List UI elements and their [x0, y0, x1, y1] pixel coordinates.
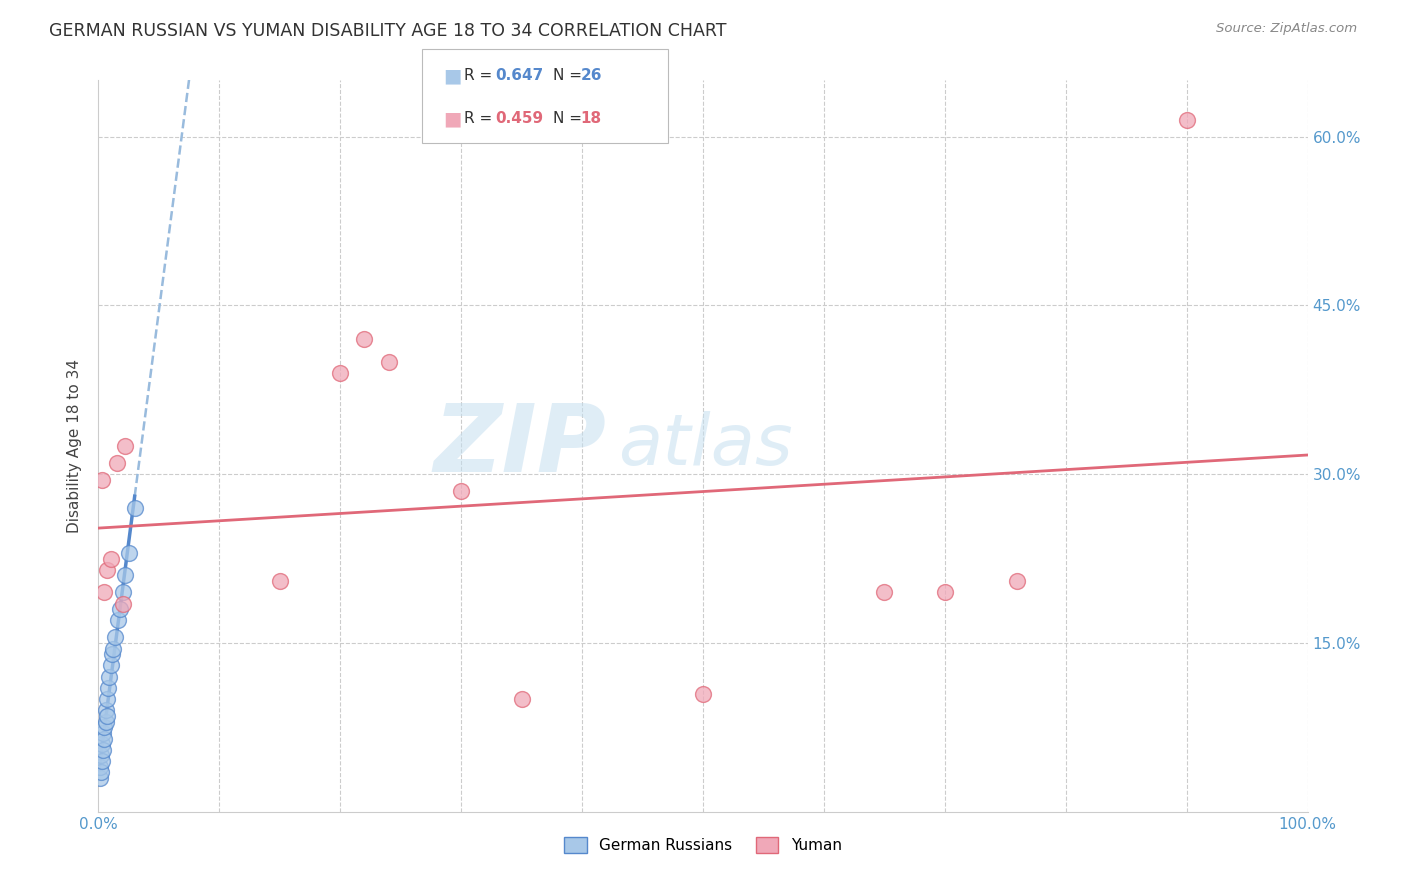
Point: [377, 354, 399, 368]
Text: 0.459: 0.459: [495, 112, 543, 126]
Point: [96, 692, 118, 706]
Point: [93, 720, 115, 734]
Point: [90, 765, 112, 780]
Text: ZIP: ZIP: [433, 400, 606, 492]
Point: [91, 473, 114, 487]
Text: 26: 26: [581, 69, 602, 83]
Point: [96, 709, 118, 723]
Text: N =: N =: [553, 69, 586, 83]
Point: [91, 737, 114, 751]
Point: [114, 439, 136, 453]
Point: [93, 731, 115, 746]
Y-axis label: Disability Age 18 to 34: Disability Age 18 to 34: [67, 359, 83, 533]
Point: [104, 630, 127, 644]
Point: [114, 568, 136, 582]
Text: ■: ■: [443, 109, 461, 128]
Point: [89, 760, 111, 774]
Point: [94, 714, 117, 729]
Point: [873, 585, 896, 599]
Text: Source: ZipAtlas.com: Source: ZipAtlas.com: [1216, 22, 1357, 36]
Text: ■: ■: [443, 66, 461, 86]
Point: [100, 658, 122, 673]
Point: [89, 771, 111, 785]
Point: [91, 726, 114, 740]
Point: [329, 366, 352, 380]
Point: [96, 563, 118, 577]
Point: [105, 456, 128, 470]
Text: GERMAN RUSSIAN VS YUMAN DISABILITY AGE 18 TO 34 CORRELATION CHART: GERMAN RUSSIAN VS YUMAN DISABILITY AGE 1…: [49, 22, 727, 40]
Point: [94, 703, 117, 717]
Text: 18: 18: [581, 112, 602, 126]
Point: [450, 483, 472, 498]
Point: [108, 602, 131, 616]
Point: [93, 585, 115, 599]
Point: [124, 500, 146, 515]
Point: [100, 551, 122, 566]
Point: [90, 748, 112, 763]
Point: [692, 687, 714, 701]
Point: [269, 574, 291, 588]
Text: R =: R =: [464, 112, 498, 126]
Text: atlas: atlas: [619, 411, 793, 481]
Point: [107, 614, 129, 628]
Point: [111, 585, 134, 599]
Legend: German Russians, Yuman: German Russians, Yuman: [558, 830, 848, 859]
Point: [91, 743, 114, 757]
Point: [91, 754, 114, 768]
Text: N =: N =: [553, 112, 586, 126]
Point: [100, 647, 122, 661]
Point: [934, 585, 956, 599]
Point: [97, 681, 120, 695]
Point: [101, 641, 124, 656]
Point: [1007, 574, 1029, 588]
Point: [111, 597, 134, 611]
Text: R =: R =: [464, 69, 498, 83]
Point: [98, 670, 121, 684]
Point: [510, 692, 533, 706]
Point: [353, 332, 375, 346]
Point: [1175, 112, 1198, 127]
Point: [118, 546, 141, 560]
Text: 0.647: 0.647: [495, 69, 543, 83]
